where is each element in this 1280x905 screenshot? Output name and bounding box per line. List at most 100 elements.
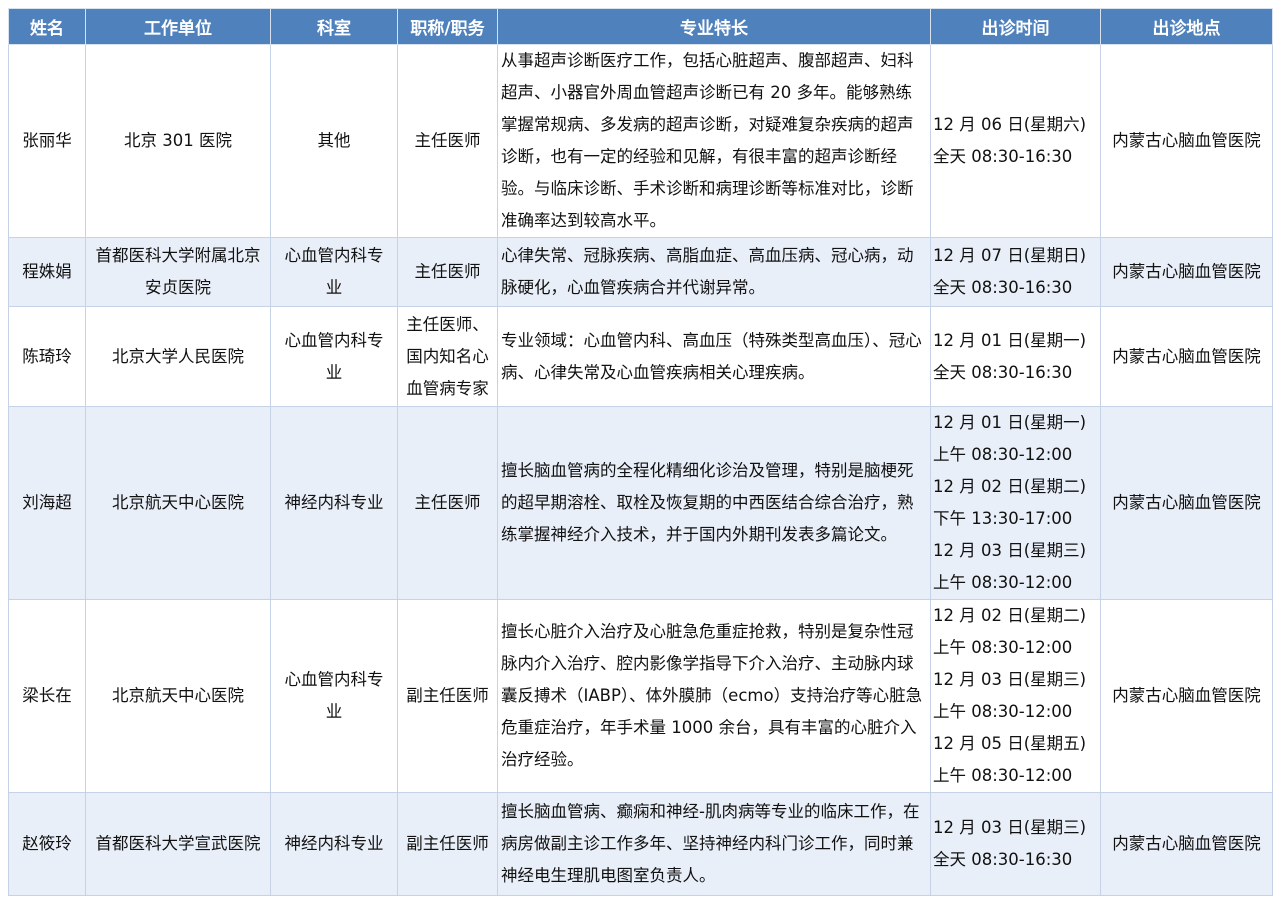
- location-cell: 内蒙古心脑血管医院: [1100, 599, 1273, 793]
- header-name: 姓名: [8, 8, 86, 45]
- header-specialty: 专业特长: [497, 8, 931, 45]
- work-unit-line: 首都医科大学宣武医院: [95, 834, 261, 853]
- title-line: 主任医师: [414, 493, 481, 512]
- department-line: 业: [325, 362, 343, 382]
- specialty-cell: 擅长脑血管病、癫痫和神经-肌肉病等专业的临床工作，在病房做副主诊工作多年、坚持神…: [497, 792, 931, 896]
- department-line: 神经内科专业: [284, 493, 384, 512]
- department-cell: 心血管内科专业: [270, 306, 398, 407]
- work-unit-cell: 北京航天中心医院: [85, 406, 271, 600]
- title-line: 主任医师: [414, 262, 481, 281]
- schedule-cell: 12 月 01 日(星期一) 上午 08:30-12:00 12 月 02 日(星期…: [930, 406, 1101, 600]
- title-cell: 主任医师: [397, 44, 498, 238]
- location-cell: 内蒙古心脑血管医院: [1100, 44, 1273, 238]
- table-row: 陈琦玲 北京大学人民医院 心血管内科专业主任医师、 国内知名心 血管病专家 专业领域：心血…: [8, 306, 1273, 407]
- location-cell: 内蒙古心脑血管医院: [1100, 406, 1273, 600]
- schedule-line: 全天 08:30-16:30: [933, 362, 1073, 382]
- work-unit-line: 北京航天中心医院: [112, 686, 244, 705]
- work-unit-cell: 首都医科大学宣武医院: [85, 792, 271, 896]
- schedule-line: 上午 08:30-12:00: [933, 766, 1073, 785]
- work-unit-cell: 北京大学人民医院: [85, 306, 271, 407]
- schedule-cell: 12 月 03 日(星期三) 全天 08:30-16:30: [930, 792, 1101, 896]
- schedule-line: 12 月 01 日(星期一): [933, 413, 1087, 432]
- schedule-line: 12 月 03 日(星期三): [933, 541, 1087, 560]
- title-line: 主任医师、: [406, 314, 489, 334]
- table-row: 赵筱玲 首都医科大学宣武医院 神经内科专业 副主任医师 擅长脑血管病、癫痫和神经-肌肉病…: [8, 792, 1273, 896]
- work-unit-cell: 首都医科大学附属北京 安贞医院: [85, 237, 271, 307]
- department-line: 心血管内科专: [284, 246, 384, 265]
- work-unit-line: 北京大学人民医院: [112, 346, 244, 366]
- doctor-name-cell: 梁长在: [8, 599, 86, 793]
- header-row: 姓名 工作单位 科室 职称/职务 专业特长 出诊时间 出诊地点: [8, 8, 1273, 45]
- doctor-schedule-table: 姓名 工作单位 科室 职称/职务 专业特长 出诊时间 出诊地点 张丽华 北京 30…: [8, 8, 1273, 896]
- schedule-line: 12 月 02 日(星期二): [933, 477, 1087, 496]
- schedule-line: 12 月 03 日(星期三): [933, 670, 1087, 689]
- work-unit-line: 北京航天中心医院: [112, 493, 244, 512]
- schedule-line: 12 月 05 日(星期五): [933, 734, 1087, 753]
- schedule-line: 上午 08:30-12:00: [933, 445, 1073, 464]
- header-title: 职称/职务: [397, 8, 498, 45]
- title-cell: 副主任医师: [397, 599, 498, 793]
- doctor-name-cell: 陈琦玲: [8, 306, 86, 407]
- department-cell: 神经内科专业: [270, 792, 398, 896]
- location-cell: 内蒙古心脑血管医院: [1100, 792, 1273, 896]
- department-cell: 心血管内科专业: [270, 237, 398, 307]
- header-dept: 科室: [270, 8, 398, 45]
- schedule-line: 全天 08:30-16:30: [933, 278, 1073, 297]
- work-unit-line: 安贞医院: [145, 278, 211, 297]
- department-line: 业: [325, 702, 343, 721]
- title-line: 主任医师: [414, 131, 481, 150]
- work-unit-cell: 北京航天中心医院: [85, 599, 271, 793]
- title-cell: 主任医师、国内知名心血管病专家: [397, 306, 498, 407]
- schedule-line: 上午 08:30-12:00: [933, 638, 1073, 657]
- schedule-line: 全天 08:30-16:30: [933, 850, 1073, 869]
- location-cell: 内蒙古心脑血管医院: [1100, 237, 1273, 307]
- schedule-line: 下午 13:30-17:00: [933, 509, 1073, 528]
- table-row: 刘海超 北京航天中心医院 神经内科专业 主任医师 擅长脑血管病的全程化精细化诊治及管理，…: [8, 406, 1273, 600]
- title-line: 血管病专家: [406, 378, 489, 398]
- header-schedule: 出诊时间: [930, 8, 1101, 45]
- department-line: 神经内科专业: [284, 834, 384, 853]
- schedule-line: 12 月 06 日(星期六): [933, 115, 1087, 134]
- title-cell: 副主任医师: [397, 792, 498, 896]
- schedule-cell: 12 月 07 日(星期日) 全天 08:30-16:30: [930, 237, 1101, 307]
- title-cell: 主任医师: [397, 406, 498, 600]
- schedule-cell: 12 月 01 日(星期一) 全天 08:30-16:30: [930, 306, 1101, 407]
- department-line: 其他: [317, 131, 351, 150]
- header-unit: 工作单位: [85, 8, 271, 45]
- work-unit-cell: 北京 301 医院: [85, 44, 271, 238]
- schedule-cell: 12 月 02 日(星期二) 上午 08:30-12:00 12 月 03 日(星期…: [930, 599, 1101, 793]
- schedule-line: 12 月 03 日(星期三): [933, 818, 1087, 837]
- department-cell: 神经内科专业: [270, 406, 398, 600]
- work-unit-line: 北京 301 医院: [124, 131, 232, 150]
- department-line: 心血管内科专: [284, 670, 384, 689]
- schedule-line: 12 月 07 日(星期日): [933, 246, 1087, 265]
- schedule-cell: 12 月 06 日(星期六) 全天 08:30-16:30: [930, 44, 1101, 238]
- doctor-name-cell: 张丽华: [8, 44, 86, 238]
- doctor-name-cell: 程姝娟: [8, 237, 86, 307]
- schedule-line: 上午 08:30-12:00: [933, 702, 1073, 721]
- schedule-line: 上午 08:30-12:00: [933, 573, 1073, 592]
- table-row: 程姝娟 首都医科大学附属北京 安贞医院 心血管内科专业主任医师 心律失常、冠脉疾病、高脂…: [8, 237, 1273, 307]
- table-row: 张丽华 北京 301 医院 其他 主任医师 从事超声诊断医疗工作，包括心脏超声、腹部超声…: [8, 44, 1273, 238]
- header-location: 出诊地点: [1100, 8, 1273, 45]
- specialty-cell: 从事超声诊断医疗工作，包括心脏超声、腹部超声、妇科超声、小器官外周血管超声诊断已…: [497, 44, 931, 238]
- schedule-line: 全天 08:30-16:30: [933, 147, 1073, 166]
- title-line: 副主任医师: [406, 834, 489, 853]
- department-line: 业: [325, 278, 343, 297]
- work-unit-line: 首都医科大学附属北京: [95, 246, 261, 265]
- schedule-line: 12 月 01 日(星期一): [933, 330, 1087, 350]
- specialty-cell: 心律失常、冠脉疾病、高脂血症、高血压病、冠心病，动脉硬化，心血管疾病合并代谢异常…: [497, 237, 931, 307]
- department-cell: 其他: [270, 44, 398, 238]
- table-row: 梁长在 北京航天中心医院 心血管内科专业副主任医师 擅长心脏介入治疗及心脏急危重症抢救…: [8, 599, 1273, 793]
- title-line: 副主任医师: [406, 686, 489, 705]
- doctor-name-cell: 赵筱玲: [8, 792, 86, 896]
- doctor-name-cell: 刘海超: [8, 406, 86, 600]
- department-cell: 心血管内科专业: [270, 599, 398, 793]
- title-line: 国内知名心: [406, 346, 489, 366]
- title-cell: 主任医师: [397, 237, 498, 307]
- specialty-cell: 专业领域：心血管内科、高血压（特殊类型高血压）、冠心病、心律失常及心血管疾病相关…: [497, 306, 931, 407]
- schedule-line: 12 月 02 日(星期二): [933, 606, 1087, 625]
- department-line: 心血管内科专: [284, 330, 384, 350]
- location-cell: 内蒙古心脑血管医院: [1100, 306, 1273, 407]
- specialty-cell: 擅长心脏介入治疗及心脏急危重症抢救，特别是复杂性冠脉内介入治疗、腔内影像学指导下…: [497, 599, 931, 793]
